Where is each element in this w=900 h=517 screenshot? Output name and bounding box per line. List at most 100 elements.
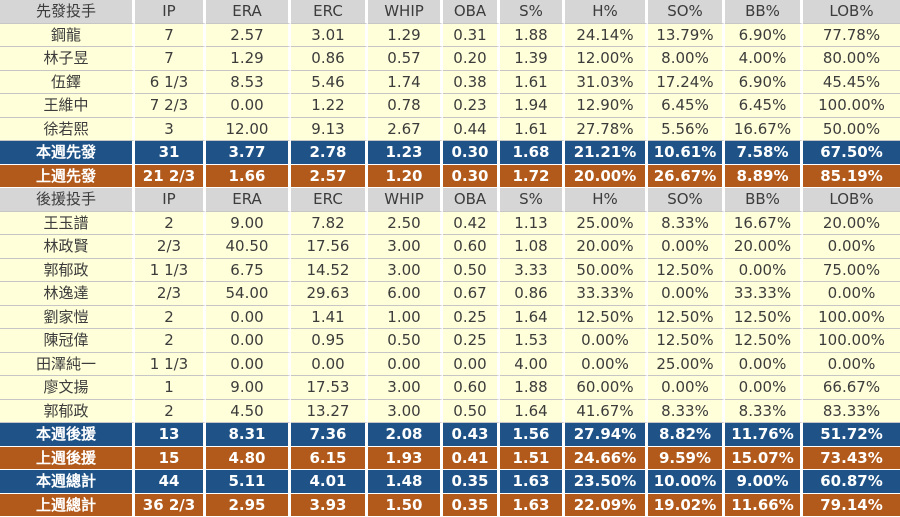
stat-cell: 1.74: [368, 70, 443, 94]
stat-cell: 75.00%: [803, 258, 900, 282]
stat-cell: 1.00: [368, 305, 443, 329]
stat-cell: 13.79%: [648, 23, 725, 47]
stat-cell: 5.46: [291, 70, 368, 94]
player-stats-row: 伍鐸 6 1/3 8.53 5.46 1.74 0.38 1.61 31.03% 17.24% 6…: [0, 70, 900, 94]
stat-cell: 12.50%: [565, 305, 648, 329]
stat-cell: 0.30: [443, 164, 500, 188]
stat-cell: 15.07%: [725, 446, 803, 470]
stat-cell: 8.82%: [648, 423, 725, 447]
stat-cell: 1.64: [500, 399, 565, 423]
stat-cell: 1.41: [291, 305, 368, 329]
stat-cell: 24.14%: [565, 23, 648, 47]
stat-cell: 12.00%: [565, 47, 648, 71]
player-stats-row: 廖文揚 1 9.00 17.53 3.00 0.60 1.88 60.00% 0.00% 0.00…: [0, 376, 900, 400]
stat-cell: 19.02%: [648, 493, 725, 517]
player-stats-row: 田澤純一 1 1/3 0.00 0.00 0.00 0.00 4.00 0.00% 25.00%…: [0, 352, 900, 376]
stat-cell: 2.57: [291, 164, 368, 188]
stat-cell: 0.86: [500, 282, 565, 306]
stat-cell: 2.67: [368, 117, 443, 141]
stat-cell: 0.38: [443, 70, 500, 94]
stat-cell: 31.03%: [565, 70, 648, 94]
stat-cell: 0.20: [443, 47, 500, 71]
stat-cell: 12.50%: [648, 329, 725, 353]
pitcher-name: 劉家愷: [0, 305, 135, 329]
stat-cell: 0.78: [368, 94, 443, 118]
stat-cell: 2: [135, 305, 206, 329]
stat-cell: 100.00%: [803, 94, 900, 118]
stat-cell: 12.50%: [648, 305, 725, 329]
stat-cell: 17.56: [291, 235, 368, 259]
stat-cell: 50.00%: [565, 258, 648, 282]
stat-cell: 25.00%: [565, 211, 648, 235]
stat-cell: 2.57: [206, 23, 291, 47]
stat-cell: 1.23: [368, 141, 443, 165]
stat-cell: 45.45%: [803, 70, 900, 94]
stat-cell: 54.00: [206, 282, 291, 306]
stat-cell: 4.00: [500, 352, 565, 376]
stat-cell: 1.93: [368, 446, 443, 470]
stat-cell: 0.00%: [565, 352, 648, 376]
stat-cell: 22.09%: [565, 493, 648, 517]
stat-cell: 26.67%: [648, 164, 725, 188]
summary-label: 本週先發: [0, 141, 135, 165]
pitcher-name: 王維中: [0, 94, 135, 118]
stat-cell: 6.90%: [725, 23, 803, 47]
stat-cell: 3.00: [368, 235, 443, 259]
stat-cell: 1.63: [500, 493, 565, 517]
player-stats-row: 徐若熙 3 12.00 9.13 2.67 0.44 1.61 27.78% 5.56% 16.6…: [0, 117, 900, 141]
summary-row: 本週先發 31 3.77 2.78 1.23 0.30 1.68 21.21% 10.61% 7.…: [0, 141, 900, 165]
stat-cell: 4.01: [291, 470, 368, 494]
stat-cell: 0.00: [206, 329, 291, 353]
stat-cell: 4.00%: [725, 47, 803, 71]
stat-cell: 0.00%: [565, 329, 648, 353]
stat-cell: 1.64: [500, 305, 565, 329]
stat-cell: 1.51: [500, 446, 565, 470]
stat-cell: 1.56: [500, 423, 565, 447]
stat-cell: 0.23: [443, 94, 500, 118]
stat-cell: 12.50%: [725, 305, 803, 329]
stat-cell: 1.88: [500, 376, 565, 400]
column-header: OBA: [443, 188, 500, 212]
summary-label: 上週後援: [0, 446, 135, 470]
stat-cell: 8.89%: [725, 164, 803, 188]
stat-cell: 0.50: [443, 258, 500, 282]
pitcher-name: 廖文揚: [0, 376, 135, 400]
stat-cell: 0.57: [368, 47, 443, 71]
stat-cell: 17.24%: [648, 70, 725, 94]
column-header: BB%: [725, 0, 803, 24]
stat-cell: 0.00%: [803, 282, 900, 306]
stat-cell: 1.48: [368, 470, 443, 494]
player-stats-row: 劉家愷 2 0.00 1.41 1.00 0.25 1.64 12.50% 12.50% 12.5…: [0, 305, 900, 329]
stat-cell: 0.00%: [803, 352, 900, 376]
summary-row: 上週先發 21 2/3 1.66 2.57 1.20 0.30 1.72 20.00% 26.6…: [0, 164, 900, 188]
stat-cell: 0.31: [443, 23, 500, 47]
stat-cell: 0.00%: [725, 352, 803, 376]
stat-cell: 7 2/3: [135, 94, 206, 118]
summary-label: 本週後援: [0, 423, 135, 447]
player-stats-row: 王維中 7 2/3 0.00 1.22 0.78 0.23 1.94 12.90% 6.45% 6…: [0, 94, 900, 118]
stat-cell: 11.66%: [725, 493, 803, 517]
column-header: S%: [500, 188, 565, 212]
stat-cell: 0.67: [443, 282, 500, 306]
player-stats-row: 鋼龍 7 2.57 3.01 1.29 0.31 1.88 24.14% 13.79% 6.90%…: [0, 23, 900, 47]
stat-cell: 0.00%: [648, 376, 725, 400]
stat-cell: 0.41: [443, 446, 500, 470]
stat-cell: 1.20: [368, 164, 443, 188]
stat-cell: 25.00%: [648, 352, 725, 376]
stat-cell: 5.11: [206, 470, 291, 494]
column-header: BB%: [725, 188, 803, 212]
stat-cell: 2: [135, 211, 206, 235]
stat-cell: 0.86: [291, 47, 368, 71]
stat-cell: 3.33: [500, 258, 565, 282]
summary-label: 上週總計: [0, 493, 135, 517]
stat-cell: 1.61: [500, 70, 565, 94]
stat-cell: 6.45%: [648, 94, 725, 118]
stat-cell: 0.25: [443, 329, 500, 353]
stat-cell: 1.29: [368, 23, 443, 47]
stat-cell: 6.75: [206, 258, 291, 282]
pitcher-name: 田澤純一: [0, 352, 135, 376]
stat-cell: 36 2/3: [135, 493, 206, 517]
pitcher-name: 郭郁政: [0, 258, 135, 282]
stat-cell: 51.72%: [803, 423, 900, 447]
